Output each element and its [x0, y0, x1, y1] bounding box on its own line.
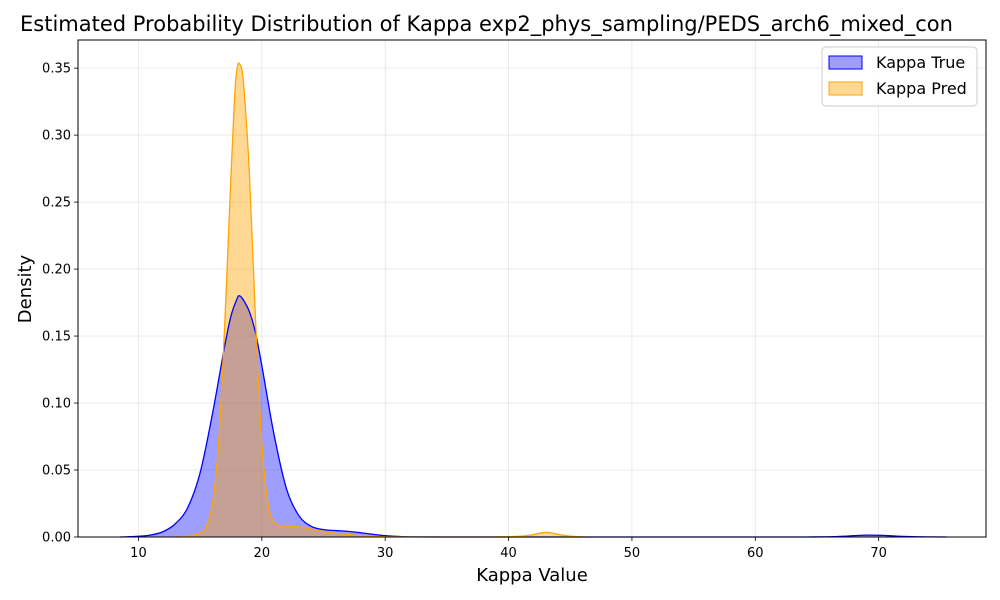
x-tick-label: 50: [624, 546, 641, 561]
x-axis-ticks: 10 20 30 40 50 60 70: [130, 537, 887, 561]
series-line-kappa-true: [119, 295, 947, 538]
series-area-kappa-pred: [175, 63, 589, 537]
legend: Kappa True Kappa Pred: [821, 46, 978, 107]
chart-title: Estimated Probability Distribution of Ka…: [20, 12, 953, 37]
series-lines: [119, 62, 947, 538]
y-tick-label: 0.20: [42, 263, 71, 278]
y-axis-ticks: 0.00 0.05 0.10 0.15 0.20 0.25 0.30 0.35: [42, 62, 78, 546]
x-tick-label: 40: [500, 546, 517, 561]
series-line-kappa-pred: [175, 62, 589, 538]
legend-swatch-kappa-pred: [828, 81, 863, 96]
y-tick-label: 0.25: [42, 196, 71, 211]
legend-label-kappa-pred: Kappa Pred: [876, 79, 967, 98]
x-axis-label: Kappa Value: [476, 565, 588, 586]
x-tick-label: 70: [870, 546, 887, 561]
y-tick-label: 0.15: [42, 330, 71, 345]
legend-swatch-kappa-true: [828, 55, 863, 70]
y-tick-label: 0.35: [42, 62, 71, 77]
series-fills: [119, 63, 947, 537]
plot-frame: [77, 39, 987, 538]
series-area-kappa-true: [119, 295, 947, 537]
legend-frame: [821, 46, 978, 107]
x-tick-label: 30: [377, 546, 394, 561]
y-axis-label: Density: [15, 254, 36, 323]
y-tick-label: 0.30: [42, 129, 71, 144]
y-tick-label: 0.00: [42, 531, 71, 546]
x-tick-label: 10: [130, 546, 147, 561]
y-tick-label: 0.10: [42, 397, 71, 412]
x-tick-label: 20: [254, 546, 271, 561]
legend-label-kappa-true: Kappa True: [876, 53, 965, 72]
y-tick-label: 0.05: [42, 464, 71, 479]
x-tick-label: 60: [747, 546, 764, 561]
